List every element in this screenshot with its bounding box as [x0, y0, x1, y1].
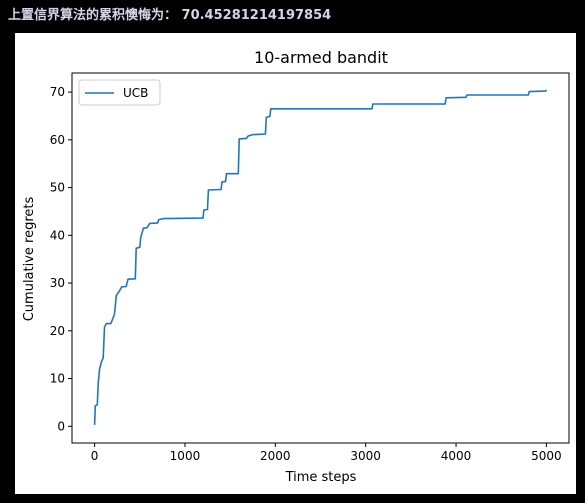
- axes-frame: [71, 72, 570, 444]
- series-line-0: [93, 89, 548, 425]
- y-axis-label: Cumulative regrets: [22, 196, 37, 321]
- x-tick-label: 5000: [531, 449, 562, 463]
- chart-title: 10-armed bandit: [254, 48, 388, 67]
- figure-canvas: 10-armed bandit 0 1000 2000 3000 4000 5000 0 10…: [15, 33, 576, 494]
- y-tick-label: 20: [50, 324, 65, 338]
- y-tick-label: 60: [50, 133, 65, 147]
- cumulative-regret-header: 上置信界算法的累积懊悔为： 70.45281214197854: [8, 8, 332, 23]
- x-tick-label: 4000: [441, 449, 472, 463]
- x-axis-label: Time steps: [285, 470, 357, 485]
- y-tick-label: 10: [50, 372, 65, 386]
- x-tick-label: 3000: [350, 449, 381, 463]
- y-tick-label: 70: [50, 85, 65, 99]
- x-tick-label: 2000: [260, 449, 291, 463]
- y-tick-label: 30: [50, 276, 65, 290]
- figure-background: [15, 33, 576, 494]
- plot-area: 0 1000 2000 3000 4000 5000 0 10 20 30 40 50 60 70 UCB: [50, 72, 570, 463]
- x-tick-label: 1000: [170, 449, 201, 463]
- cumulative-regret-chart: 10-armed bandit 0 1000 2000 3000 4000 5000 0 10…: [15, 33, 576, 494]
- y-tick-label: 40: [50, 228, 65, 242]
- legend-label: UCB: [123, 86, 148, 100]
- y-tick-label: 0: [57, 419, 65, 433]
- x-tick-label: 0: [91, 449, 99, 463]
- legend-box: [78, 79, 161, 106]
- y-tick-label: 50: [50, 181, 65, 195]
